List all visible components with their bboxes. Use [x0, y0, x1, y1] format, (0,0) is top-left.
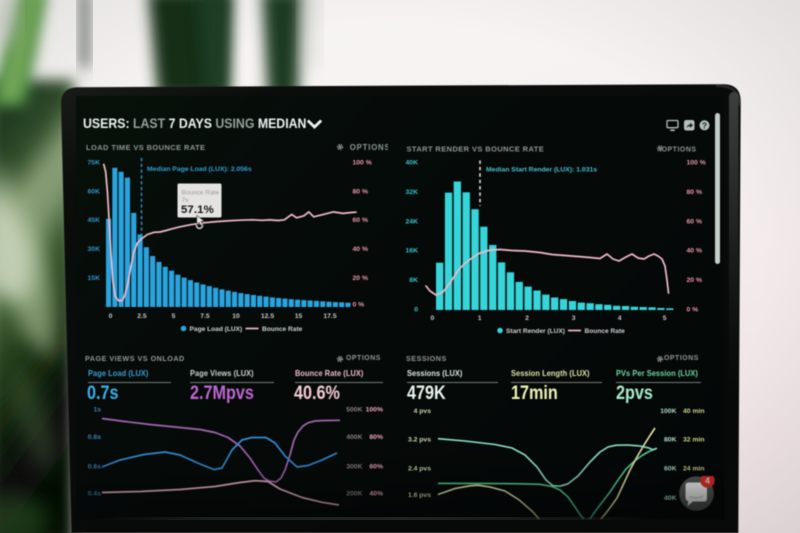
- svg-text:4: 4: [618, 315, 622, 322]
- svg-text:20 %: 20 %: [353, 275, 369, 282]
- svg-text:80K: 80K: [664, 437, 677, 444]
- svg-text:20 %: 20 %: [687, 277, 703, 284]
- svg-text:0 %: 0 %: [687, 307, 699, 314]
- svg-text:LOAD TIME VS BOUNCE RATE: LOAD TIME VS BOUNCE RATE: [86, 143, 205, 152]
- svg-text:24K: 24K: [406, 218, 419, 225]
- svg-text:3: 3: [572, 315, 576, 322]
- svg-text:2: 2: [525, 315, 529, 322]
- svg-text:OPTIONS: OPTIONS: [350, 143, 388, 152]
- svg-text:45K: 45K: [88, 217, 101, 224]
- svg-text:Median Page Load (LUX): 2.056s: Median Page Load (LUX): 2.056s: [147, 166, 252, 173]
- svg-text:12.5: 12.5: [261, 313, 274, 320]
- svg-text:80 %: 80 %: [687, 189, 703, 196]
- svg-text:32 min: 32 min: [683, 437, 705, 444]
- svg-text:15K: 15K: [88, 275, 101, 282]
- svg-text:80%: 80%: [369, 434, 383, 441]
- svg-text:Median Start Render (LUX): 1.0: Median Start Render (LUX): 1.031s: [486, 167, 597, 174]
- svg-text:32K: 32K: [406, 189, 419, 196]
- svg-text:400K: 400K: [346, 434, 362, 441]
- svg-text:60 %: 60 %: [353, 217, 369, 224]
- svg-text:3.2 pvs: 3.2 pvs: [408, 437, 431, 444]
- svg-text:1s: 1s: [93, 407, 101, 414]
- svg-text:57.1%: 57.1%: [181, 204, 214, 216]
- svg-text:40 min: 40 min: [683, 408, 705, 415]
- svg-text:0: 0: [109, 313, 113, 320]
- svg-text:Bounce Rate: Bounce Rate: [262, 326, 303, 333]
- svg-text:500K: 500K: [346, 407, 362, 414]
- svg-text:100 %: 100 %: [687, 160, 706, 167]
- svg-text:30K: 30K: [88, 246, 101, 253]
- svg-text:8K: 8K: [409, 277, 418, 284]
- svg-text:100%: 100%: [366, 407, 383, 414]
- svg-text:Start Render (LUX): Start Render (LUX): [506, 328, 565, 335]
- svg-text:0.8s: 0.8s: [88, 434, 101, 441]
- svg-text:15: 15: [295, 313, 303, 320]
- svg-text:Page Load (LUX): Page Load (LUX): [190, 326, 243, 333]
- svg-text:2.5: 2.5: [137, 313, 147, 320]
- svg-text:0: 0: [414, 307, 418, 314]
- svg-text:16K: 16K: [406, 248, 419, 255]
- svg-text:10: 10: [232, 313, 240, 320]
- svg-text:40 %: 40 %: [687, 248, 703, 255]
- svg-text:START RENDER VS BOUNCE RATE: START RENDER VS BOUNCE RATE: [407, 145, 545, 154]
- svg-text:7.5: 7.5: [200, 313, 210, 320]
- svg-text:80 %: 80 %: [353, 188, 369, 195]
- svg-text:5: 5: [663, 315, 667, 322]
- svg-text:4 pvs: 4 pvs: [414, 408, 432, 415]
- svg-text:1: 1: [478, 315, 482, 322]
- svg-text:Bounce Rate: Bounce Rate: [182, 190, 220, 197]
- svg-text:7s: 7s: [182, 197, 190, 204]
- svg-text:40K: 40K: [406, 160, 419, 167]
- svg-text:60K: 60K: [88, 188, 101, 195]
- svg-text:5: 5: [172, 313, 176, 320]
- svg-text:17.5: 17.5: [323, 313, 336, 320]
- svg-text:60 %: 60 %: [687, 218, 703, 225]
- svg-text:100K: 100K: [660, 408, 676, 415]
- svg-text:Bounce Rate: Bounce Rate: [585, 328, 626, 335]
- svg-text:40 %: 40 %: [353, 246, 369, 253]
- svg-text:100 %: 100 %: [353, 160, 372, 167]
- svg-text:0 %: 0 %: [353, 301, 365, 308]
- svg-text:OPTIONS: OPTIONS: [662, 147, 697, 154]
- svg-text:75K: 75K: [88, 160, 101, 167]
- svg-text:?: ?: [702, 120, 707, 130]
- svg-text:0: 0: [431, 315, 435, 322]
